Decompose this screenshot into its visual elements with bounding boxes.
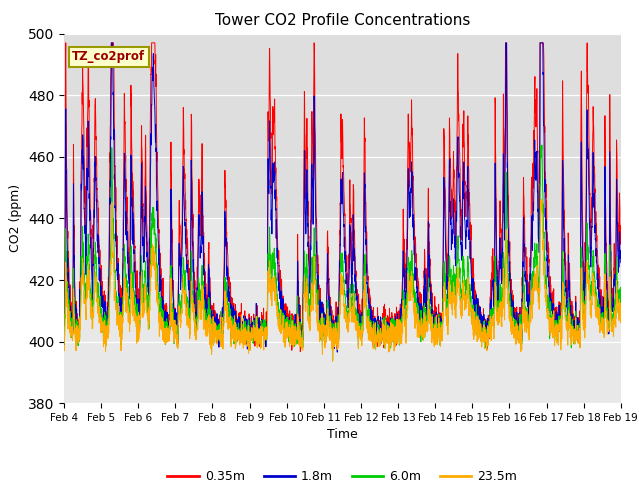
1.8m	[479, 326, 486, 332]
23.5m	[479, 330, 486, 336]
0.35m	[449, 186, 457, 192]
Line: 1.8m: 1.8m	[64, 43, 621, 352]
23.5m	[617, 310, 625, 315]
0.35m	[385, 349, 392, 355]
0.35m	[520, 191, 527, 197]
6.0m	[520, 268, 527, 274]
0.35m	[449, 192, 456, 197]
0.35m	[62, 40, 70, 46]
0.35m	[60, 320, 68, 325]
6.0m	[237, 325, 244, 331]
1.8m	[108, 40, 115, 46]
6.0m	[617, 298, 625, 304]
23.5m	[237, 339, 244, 345]
Title: Tower CO2 Profile Concentrations: Tower CO2 Profile Concentrations	[214, 13, 470, 28]
0.35m	[617, 228, 625, 234]
1.8m	[413, 288, 421, 294]
6.0m	[538, 142, 546, 148]
0.35m	[479, 336, 486, 342]
6.0m	[479, 333, 486, 339]
Line: 6.0m: 6.0m	[64, 145, 621, 360]
6.0m	[60, 341, 68, 347]
1.8m	[617, 260, 625, 265]
6.0m	[449, 273, 456, 278]
Legend: 0.35m, 1.8m, 6.0m, 23.5m: 0.35m, 1.8m, 6.0m, 23.5m	[163, 465, 522, 480]
Y-axis label: CO2 (ppm): CO2 (ppm)	[10, 184, 22, 252]
23.5m	[520, 291, 527, 297]
1.8m	[60, 334, 68, 339]
6.0m	[413, 300, 420, 306]
Line: 0.35m: 0.35m	[64, 43, 621, 352]
23.5m	[329, 359, 337, 364]
1.8m	[449, 230, 457, 236]
1.8m	[449, 231, 456, 237]
1.8m	[333, 349, 341, 355]
Bar	[64, 34, 621, 218]
23.5m	[413, 321, 420, 327]
6.0m	[329, 357, 337, 363]
1.8m	[520, 225, 527, 230]
Line: 23.5m: 23.5m	[64, 200, 621, 361]
1.8m	[237, 325, 244, 331]
6.0m	[449, 283, 456, 288]
0.35m	[413, 279, 421, 285]
23.5m	[538, 197, 546, 203]
Text: TZ_co2prof: TZ_co2prof	[72, 50, 145, 63]
X-axis label: Time: Time	[327, 429, 358, 442]
23.5m	[60, 343, 68, 348]
23.5m	[449, 294, 456, 300]
23.5m	[449, 289, 456, 295]
0.35m	[237, 328, 244, 334]
